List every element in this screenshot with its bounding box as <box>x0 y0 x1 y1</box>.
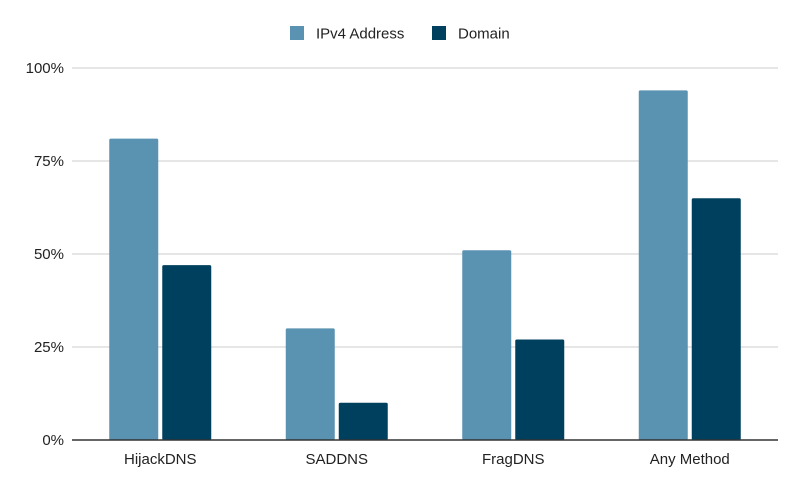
bar-domain-any-method <box>691 198 741 440</box>
y-tick-label: 100% <box>26 60 64 77</box>
bar-ipv4-address-saddns <box>285 328 335 440</box>
legend-label-2: Domain <box>458 26 510 43</box>
legend-swatch-2 <box>432 26 446 40</box>
bar-domain-hijackdns <box>162 265 212 440</box>
y-axis-ticks: 0% 25% 50% 75% 100% <box>26 60 64 449</box>
x-category-label: FragDNS <box>482 451 545 468</box>
legend-swatch-1 <box>290 26 304 40</box>
bar-ipv4-address-hijackdns <box>109 138 159 440</box>
bar-ipv4-address-any-method <box>638 90 688 440</box>
bar-domain-saddns <box>338 402 388 440</box>
y-tick-label: 0% <box>42 432 64 449</box>
x-category-label: HijackDNS <box>124 451 197 468</box>
legend: IPv4 Address Domain <box>290 26 510 43</box>
x-axis-labels: HijackDNS SADDNS FragDNS Any Method <box>124 451 730 468</box>
y-tick-label: 50% <box>34 246 64 263</box>
x-category-label: Any Method <box>650 451 730 468</box>
bars <box>109 90 741 440</box>
bar-domain-fragdns <box>515 339 565 440</box>
y-tick-label: 25% <box>34 339 64 356</box>
legend-label-1: IPv4 Address <box>316 26 404 43</box>
y-tick-label: 75% <box>34 153 64 170</box>
bar-ipv4-address-fragdns <box>462 250 512 440</box>
x-category-label: SADDNS <box>305 451 368 468</box>
